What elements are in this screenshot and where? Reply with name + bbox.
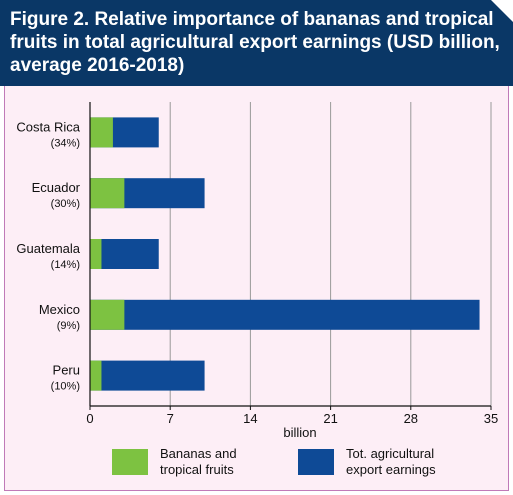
- header-banner: Figure 2. Relative importance of bananas…: [0, 0, 513, 86]
- x-tick-label-0: 0: [86, 411, 93, 426]
- x-tick-label-7: 7: [167, 411, 174, 426]
- x-tick-label-35: 35: [484, 411, 498, 426]
- legend-swatch-bananas: [112, 449, 148, 475]
- header-corner: [491, 0, 513, 22]
- legend-item-total: Tot. agricultural export earnings: [298, 446, 436, 478]
- chart-panel: [4, 86, 509, 491]
- bar-bananas-0: [90, 117, 113, 148]
- x-tick-label-21: 21: [323, 411, 337, 426]
- bar-bananas-1: [90, 178, 125, 209]
- category-share-3: (9%): [57, 320, 80, 332]
- bar-bananas-3: [90, 299, 125, 330]
- chart-title: Figure 2. Relative importance of bananas…: [10, 9, 500, 76]
- legend-label-bananas: Bananas and tropical fruits: [160, 446, 237, 477]
- category-label-4: Peru: [53, 363, 80, 378]
- legend-label-total: Tot. agricultural export earnings: [346, 446, 436, 477]
- category-label-2: Guatemala: [16, 241, 80, 256]
- category-share-1: (30%): [51, 198, 80, 210]
- category-label-0: Costa Rica: [16, 119, 80, 134]
- category-share-0: (34%): [51, 137, 80, 149]
- bar-total-4: [90, 360, 205, 391]
- bar-bananas-4: [90, 360, 102, 391]
- bar-total-3: [90, 299, 480, 330]
- x-tick-label-14: 14: [243, 411, 257, 426]
- x-tick-label-28: 28: [404, 411, 418, 426]
- legend-swatch-total: [298, 449, 334, 475]
- legend-item-bananas: Bananas and tropical fruits: [112, 446, 237, 478]
- category-label-3: Mexico: [39, 302, 80, 317]
- category-share-4: (10%): [51, 381, 80, 393]
- x-axis-label: billion: [283, 425, 316, 440]
- bar-chart: Costa Rica (34%) Ecuador (30%) Guatemala (14%…: [16, 102, 498, 440]
- bar-bananas-2: [90, 239, 102, 269]
- category-share-2: (14%): [51, 259, 80, 271]
- category-label-1: Ecuador: [32, 180, 81, 195]
- legend: Bananas and tropical fruits Tot. agricul…: [0, 446, 513, 486]
